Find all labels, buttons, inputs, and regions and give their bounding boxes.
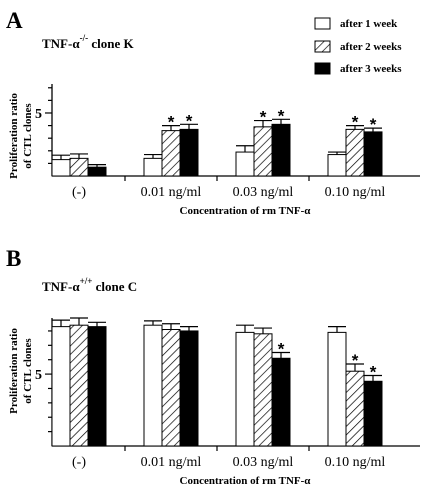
panel-b-ylabel-line1: Proliferation ratio: [8, 328, 20, 414]
panel-a-bar: [51, 159, 71, 177]
legend-label-week1: after 1 week: [340, 18, 398, 30]
panel-b-category-label: 0.10 ng/ml: [325, 455, 386, 470]
panel-a-bar: [143, 157, 163, 177]
panel-b-significance-star: *: [370, 363, 377, 382]
panel-a-significance-star: *: [370, 115, 377, 134]
panel-b-category-label: (-): [72, 455, 86, 470]
panel-a-category-label: 0.10 ng/ml: [325, 185, 386, 200]
panel-a-bar: [179, 128, 199, 177]
panel-b-ylabel-line2: of CTL clones: [22, 338, 34, 404]
panel-a-bar: [271, 123, 291, 177]
panel-a-xlabel: Concentration of rm TNF-α: [180, 205, 312, 217]
panel-a-significance-star: *: [168, 113, 175, 132]
legend-swatch-week2: [314, 40, 331, 53]
panel-b-plot: 5 (-) 0.01 ng/ml 0.03 ng/ml 0.10 ng/ml * * *: [35, 317, 420, 470]
panel-a-bar: [161, 130, 181, 177]
panel-a-significance-star: *: [260, 108, 267, 127]
panel-b-ytick-label: 5: [35, 368, 42, 383]
panel-a-bar: [253, 126, 273, 177]
panel-b-bar: [179, 330, 199, 447]
legend-label-week2: after 2 weeks: [340, 41, 402, 53]
panel-b-bar: [161, 329, 181, 447]
panel-a-ytick-label: 5: [35, 107, 42, 122]
legend-swatch-week1: [314, 17, 331, 30]
panel-a-ylabel-line1: Proliferation ratio: [8, 93, 20, 179]
panel-a-category-label: 0.03 ng/ml: [233, 185, 294, 200]
panel-a-plot: 5 (-) 0.01 ng/ml 0.03 ng/ml 0.10 ng/ml * * * * * *: [35, 84, 420, 200]
panel-b-bar: [345, 370, 365, 447]
panel-a-category-label: (-): [72, 185, 86, 200]
panel-b-category-label: 0.01 ng/ml: [141, 455, 202, 470]
panel-b-bar: [143, 324, 163, 447]
panel-b-significance-star: *: [278, 340, 285, 359]
panel-b-bar: [51, 326, 71, 447]
panel-a-ylabel-line2: of CTL clones: [22, 103, 34, 169]
legend-label-week3: after 3 weeks: [340, 63, 402, 75]
panel-a-significance-star: *: [186, 111, 193, 130]
panel-a-bar: [87, 166, 107, 177]
panel-b-bar: [69, 324, 89, 447]
panel-b-bar: [87, 326, 107, 447]
panel-a-bar: [363, 131, 383, 177]
panel-b-category-label: 0.03 ng/ml: [233, 455, 294, 470]
panel-a-bar: [235, 151, 255, 177]
panel-a-bar: [69, 157, 89, 177]
panel-b-xlabel: Concentration of rm TNF-α: [180, 475, 312, 487]
panel-a-significance-star: *: [278, 106, 285, 125]
panel-b-clone-title: TNF-α+/+ clone C: [42, 276, 137, 294]
panel-a-significance-star: *: [352, 113, 359, 132]
panel-b-bar: [253, 333, 273, 447]
panel-a-category-label: 0.01 ng/ml: [141, 185, 202, 200]
panel-a-clone-title: TNF-α-/- clone K: [42, 33, 134, 51]
panel-b-label: B: [6, 246, 21, 271]
legend: after 1 week after 2 weeks after 3 weeks: [314, 17, 402, 75]
panel-a-label: A: [6, 8, 23, 33]
panel-b-significance-star: *: [352, 351, 359, 370]
panel-a-bar: [327, 154, 347, 177]
panel-b-bar: [327, 331, 347, 447]
panel-a-bar: [345, 128, 365, 177]
panel-b-bar: [271, 357, 291, 447]
panel-b-bar: [235, 331, 255, 447]
legend-swatch-week3: [314, 62, 331, 75]
panel-b-bar: [363, 380, 383, 447]
